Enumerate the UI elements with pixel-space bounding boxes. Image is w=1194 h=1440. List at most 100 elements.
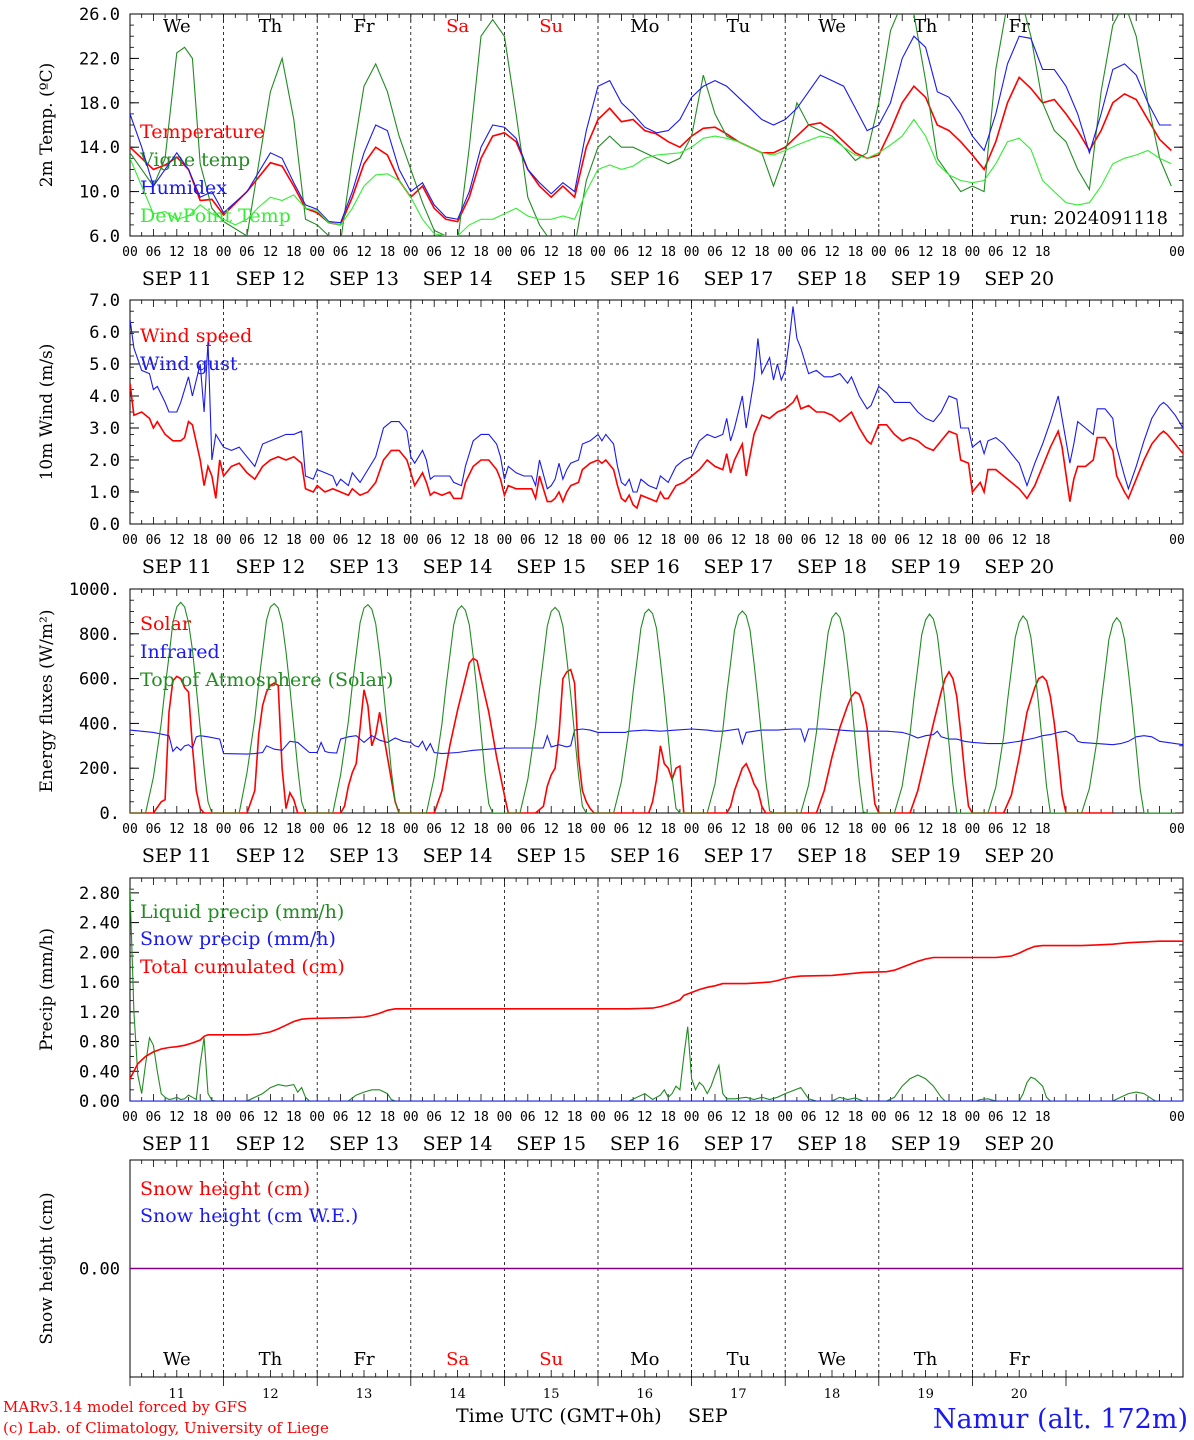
x-hour-label: 12 [731, 245, 747, 260]
x-hour-label: 12 [824, 245, 840, 260]
y-tick-label: 1.0 [89, 483, 120, 503]
x-hour-label: 12 [356, 245, 372, 260]
x-hour-label: 00 [216, 245, 232, 260]
x-hour-label: 06 [614, 533, 630, 548]
x-date-label: SEP 17 [703, 556, 773, 578]
x-date-label: SEP 16 [610, 268, 680, 290]
x-date-label: SEP 17 [703, 1133, 773, 1155]
x-hour-label: 12 [263, 533, 279, 548]
x-hour-label: 00 [590, 533, 606, 548]
legend-entry: Wind gust [140, 353, 238, 375]
x-hour-label: 12 [1011, 1110, 1027, 1125]
series-line-top-of-atmosphere-solar- [130, 601, 1176, 813]
x-hour-label: 00 [497, 533, 513, 548]
legend-entry: Humidex [140, 177, 227, 199]
x-date-label: SEP 15 [516, 845, 586, 867]
x-hour-label: 06 [894, 245, 910, 260]
x-hour-label: 00 [403, 822, 419, 837]
x-hour-label: 00 [684, 822, 700, 837]
x-date-label: SEP 18 [797, 556, 867, 578]
x-hour-label: 06 [707, 822, 723, 837]
x-hour-label: 00 [590, 245, 606, 260]
x-hour-label: 18 [941, 533, 957, 548]
x-hour-label: 00 [684, 245, 700, 260]
weekday-label: Tu [727, 1349, 751, 1370]
x-hour-label: 06 [146, 245, 162, 260]
x-hour-label: 00 [590, 1110, 606, 1125]
legend-entry: Temperature [140, 121, 264, 143]
weekday-label: Th [259, 16, 283, 37]
x-hour-label: 06 [988, 1110, 1004, 1125]
x-hour-label: 18 [286, 245, 302, 260]
day-number-label: 15 [543, 1387, 560, 1402]
x-hour-label: 00 [309, 533, 325, 548]
y-tick-label: 0.40 [79, 1062, 120, 1082]
weekday-label: Tu [727, 16, 751, 37]
legend-entry: Snow precip (mm/h) [140, 928, 336, 950]
y-axis-label: 2m Temp. (ºC) [37, 63, 57, 188]
x-date-label: SEP 20 [984, 556, 1054, 578]
x-hour-label: 18 [848, 822, 864, 837]
x-hour-label: 18 [286, 822, 302, 837]
y-tick-label: 600. [79, 670, 120, 690]
panel-wind: 0.0 1.0 2.0 3.0 4.0 5.0 6.0 7.0 10m Wind (m/s) 00… [37, 291, 1185, 578]
x-hour-label: 00 [403, 533, 419, 548]
x-hour-label: 12 [169, 822, 185, 837]
x-hour-label: 06 [333, 822, 349, 837]
weekday-label: We [818, 1349, 846, 1370]
x-hour-label: 06 [894, 1110, 910, 1125]
x-hour-label: 00 [309, 245, 325, 260]
x-date-label: SEP 12 [235, 268, 305, 290]
x-date-label: SEP 14 [423, 556, 493, 578]
legend-entry: Snow height (cm) [140, 1178, 310, 1200]
x-hour-label: 06 [426, 822, 442, 837]
x-hour-label: 00 [122, 533, 138, 548]
x-hour-label: 18 [1035, 245, 1051, 260]
x-hour-label: 00 [216, 533, 232, 548]
x-hour-label: 06 [801, 822, 817, 837]
x-hour-label: 00 [777, 533, 793, 548]
x-hour-label: 12 [918, 245, 934, 260]
x-date-label: SEP 12 [235, 845, 305, 867]
x-hour-label: 12 [450, 245, 466, 260]
x-hour-label: 18 [848, 245, 864, 260]
day-number-label: 14 [449, 1387, 466, 1402]
lab-credit: (c) Lab. of Climatology, University of L… [3, 1419, 329, 1437]
x-hour-label: 18 [660, 245, 676, 260]
x-hour-label: 06 [426, 1110, 442, 1125]
weekday-label: Th [914, 16, 938, 37]
x-hour-label: 12 [263, 822, 279, 837]
x-hour-label: 12 [1011, 533, 1027, 548]
x-hour-label: 18 [473, 533, 489, 548]
x-hour-label: 12 [543, 533, 559, 548]
x-hour-label: 00 [122, 245, 138, 260]
series-line-total-cumulated-cm- [130, 940, 1183, 1080]
y-tick-label: 2.40 [79, 914, 120, 934]
x-hour-label: 18 [192, 245, 208, 260]
x-hour-label: 12 [356, 822, 372, 837]
day-number-label: 20 [1011, 1387, 1028, 1402]
footer: 11 12 13 14 15 16 17 18 19 20 MARv3.14 model force… [3, 1377, 1188, 1437]
x-hour-label: 00 [497, 1110, 513, 1125]
x-hour-label: 00 [871, 533, 887, 548]
x-hour-label: 18 [567, 1110, 583, 1125]
x-hour-label: 18 [380, 1110, 396, 1125]
legend-entry: Snow height (cm W.E.) [140, 1205, 358, 1227]
x-hour-label: 00 [309, 822, 325, 837]
x-hour-label: 00 [309, 1110, 325, 1125]
x-hour-label: 12 [824, 533, 840, 548]
x-hour-label: 06 [707, 245, 723, 260]
x-date-label: SEP 14 [423, 268, 493, 290]
x-hour-label: 06 [988, 245, 1004, 260]
y-axis-label: Precip (mm/h) [37, 928, 57, 1051]
weekday-label: Th [914, 1349, 938, 1370]
x-hour-label: 12 [263, 1110, 279, 1125]
x-hour-label: 06 [520, 533, 536, 548]
weekday-label: Fr [353, 16, 374, 37]
x-hour-label: 12 [637, 822, 653, 837]
x-date-label: SEP 17 [703, 845, 773, 867]
x-date-label: SEP 11 [142, 1133, 212, 1155]
series-line-humidex [130, 35, 1172, 224]
x-hour-label: 00 [1169, 533, 1185, 548]
y-tick-label: 1000. [69, 580, 120, 600]
